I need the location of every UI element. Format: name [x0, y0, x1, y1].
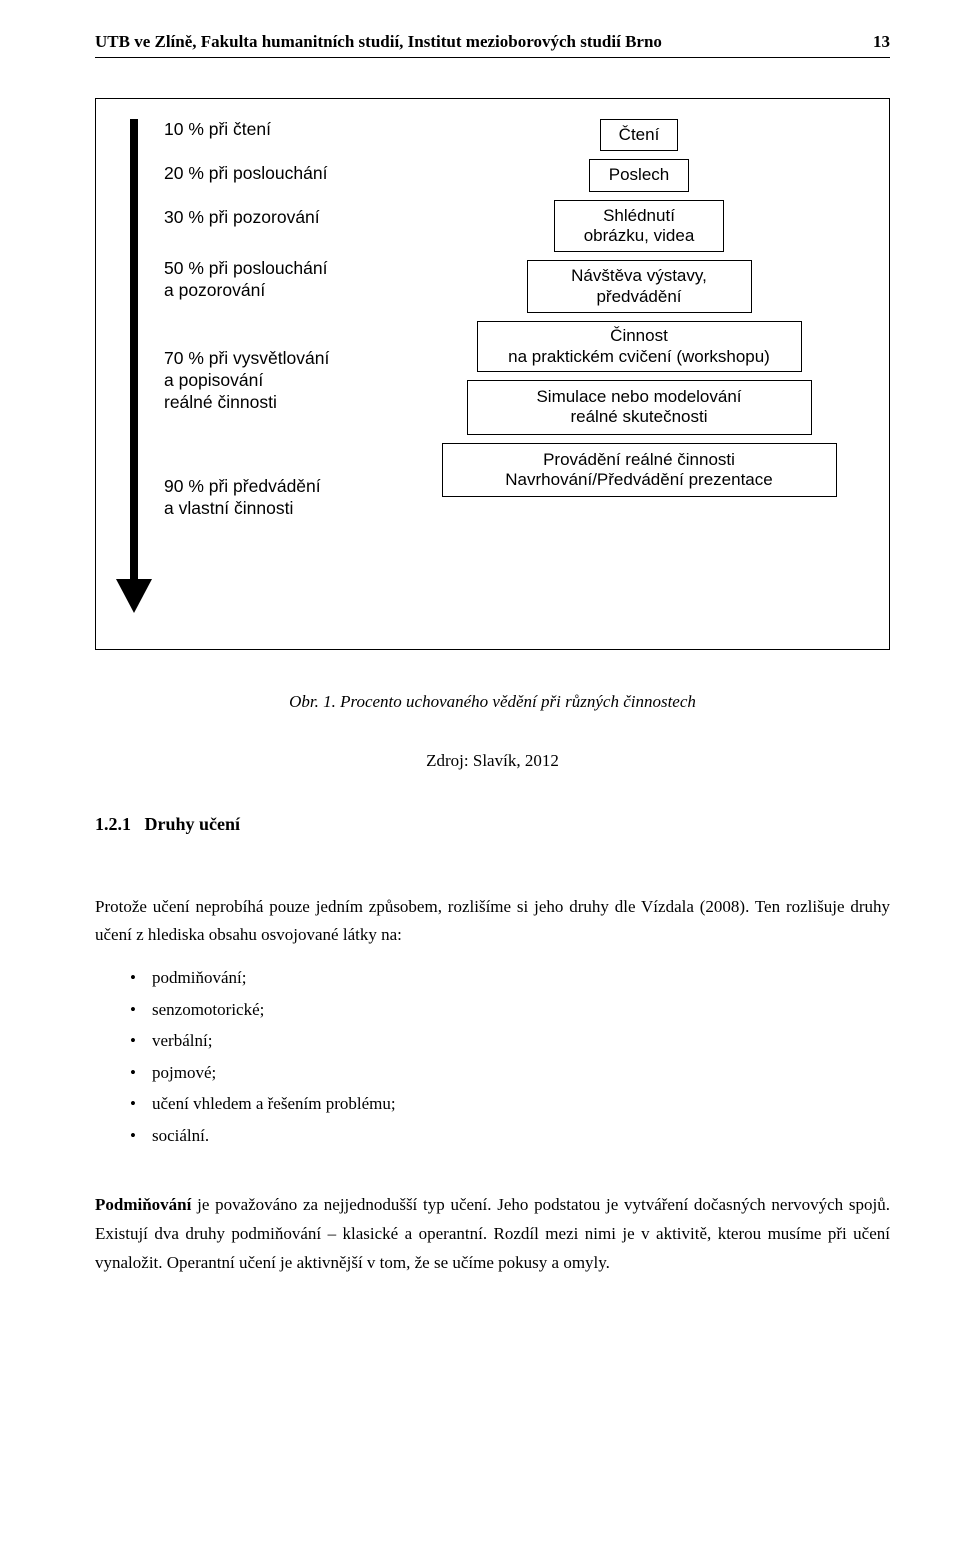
paragraph-1: Protože učení neprobíhá pouze jedním způ…	[95, 893, 890, 951]
pyramid-box-1: Čtení	[600, 119, 678, 151]
section-title: 1.2.1 Druhy učení	[95, 812, 890, 837]
label-70: 70 % při vysvětlovánía popisováníreálné …	[164, 348, 409, 414]
paragraph-2-rest: je považováno za nejjednodušší typ učení…	[95, 1195, 890, 1272]
label-20: 20 % při poslouchání	[164, 163, 409, 185]
figure-caption: Obr. 1. Procento uchovaného vědění při r…	[95, 690, 890, 714]
arrow-head-icon	[116, 579, 152, 613]
section-number: 1.2.1	[95, 814, 131, 834]
labels-column: 10 % při čtení 20 % při poslouchání 30 %…	[164, 119, 409, 520]
paragraph-2: Podmiňování je považováno za nejjednoduš…	[95, 1191, 890, 1278]
list-item: podmiňování;	[130, 962, 890, 993]
figure-inner: 10 % při čtení 20 % při poslouchání 30 %…	[116, 119, 869, 619]
paragraph-2-bold: Podmiňování	[95, 1195, 191, 1214]
label-10: 10 % při čtení	[164, 119, 409, 141]
label-90: 90 % při předváděnía vlastní činnosti	[164, 476, 409, 520]
header-page-number: 13	[873, 30, 890, 54]
list-item: verbální;	[130, 1025, 890, 1056]
list-item: učení vhledem a řešením problému;	[130, 1088, 890, 1119]
page-header: UTB ve Zlíně, Fakulta humanitních studií…	[95, 30, 890, 58]
arrow-shaft	[130, 119, 138, 589]
arrow-column	[116, 119, 154, 619]
pyramid-box-6: Simulace nebo modelováníreálné skutečnos…	[467, 380, 812, 435]
pyramid-box-7: Provádění reálné činnostiNavrhování/Před…	[442, 443, 837, 498]
label-30: 30 % při pozorování	[164, 207, 409, 229]
pyramid-box-2: Poslech	[589, 159, 689, 191]
pyramid-box-5: Činnostna praktickém cvičení (workshopu)	[477, 321, 802, 372]
figure-container: 10 % při čtení 20 % při poslouchání 30 %…	[95, 98, 890, 650]
label-50: 50 % při poslouchánía pozorování	[164, 258, 409, 302]
list-item: sociální.	[130, 1120, 890, 1151]
section-name: Druhy učení	[145, 814, 241, 834]
pyramid-box-4: Návštěva výstavy,předvádění	[527, 260, 752, 313]
header-institution: UTB ve Zlíně, Fakulta humanitních studií…	[95, 30, 662, 54]
pyramid-column: Čtení Poslech Shlédnutíobrázku, videa Ná…	[409, 119, 869, 506]
pyramid-box-3: Shlédnutíobrázku, videa	[554, 200, 724, 253]
figure-source: Zdroj: Slavík, 2012	[95, 749, 890, 773]
bullet-list: podmiňování; senzomotorické; verbální; p…	[130, 962, 890, 1151]
list-item: senzomotorické;	[130, 994, 890, 1025]
list-item: pojmové;	[130, 1057, 890, 1088]
